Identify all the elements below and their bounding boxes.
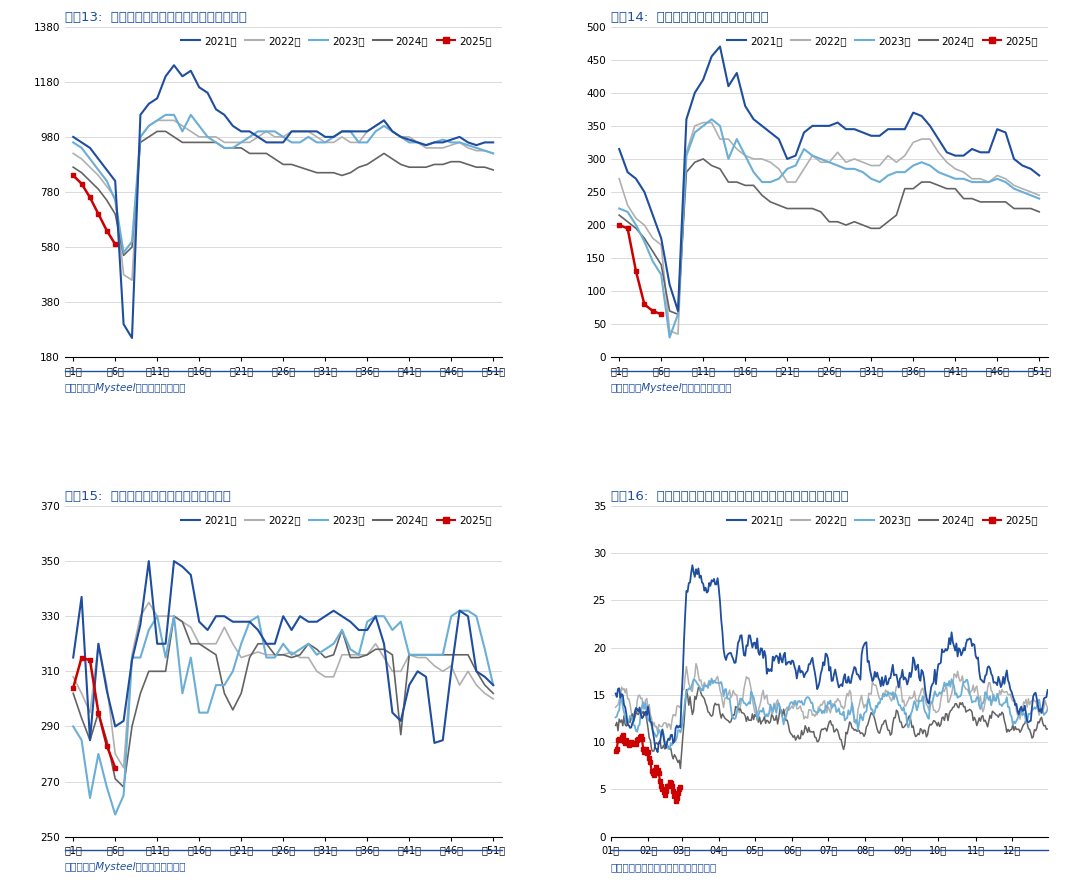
Text: 图表15:  热轧卷板周度表观消费量（万吨）: 图表15: 热轧卷板周度表观消费量（万吨） xyxy=(65,490,231,504)
Text: 图表16:  主流贸易商日度建材成交量（五日移动平均）（万吨）: 图表16: 主流贸易商日度建材成交量（五日移动平均）（万吨） xyxy=(611,490,849,504)
Text: 资料来源：钢联数据，国盛证券研究所: 资料来源：钢联数据，国盛证券研究所 xyxy=(611,862,717,872)
Text: 资料来源：Mysteel，国盛证券研究所: 资料来源：Mysteel，国盛证券研究所 xyxy=(611,383,732,393)
Text: 资料来源：Mysteel，国盛证券研究所: 资料来源：Mysteel，国盛证券研究所 xyxy=(65,383,187,393)
Text: 图表14:  螺纹钢周度表观消费量（万吨）: 图表14: 螺纹钢周度表观消费量（万吨） xyxy=(611,12,769,24)
Text: 图表13:  五大品种钢材周度表观消费量（万吨）: 图表13: 五大品种钢材周度表观消费量（万吨） xyxy=(65,12,246,24)
Text: 资料来源：Mysteel，国盛证券研究所: 资料来源：Mysteel，国盛证券研究所 xyxy=(65,862,187,872)
Legend: 2021年, 2022年, 2023年, 2024年, 2025年: 2021年, 2022年, 2023年, 2024年, 2025年 xyxy=(177,511,497,530)
Legend: 2021年, 2022年, 2023年, 2024年, 2025年: 2021年, 2022年, 2023年, 2024年, 2025年 xyxy=(723,32,1042,50)
Legend: 2021年, 2022年, 2023年, 2024年, 2025年: 2021年, 2022年, 2023年, 2024年, 2025年 xyxy=(723,511,1042,530)
Legend: 2021年, 2022年, 2023年, 2024年, 2025年: 2021年, 2022年, 2023年, 2024年, 2025年 xyxy=(177,32,497,50)
